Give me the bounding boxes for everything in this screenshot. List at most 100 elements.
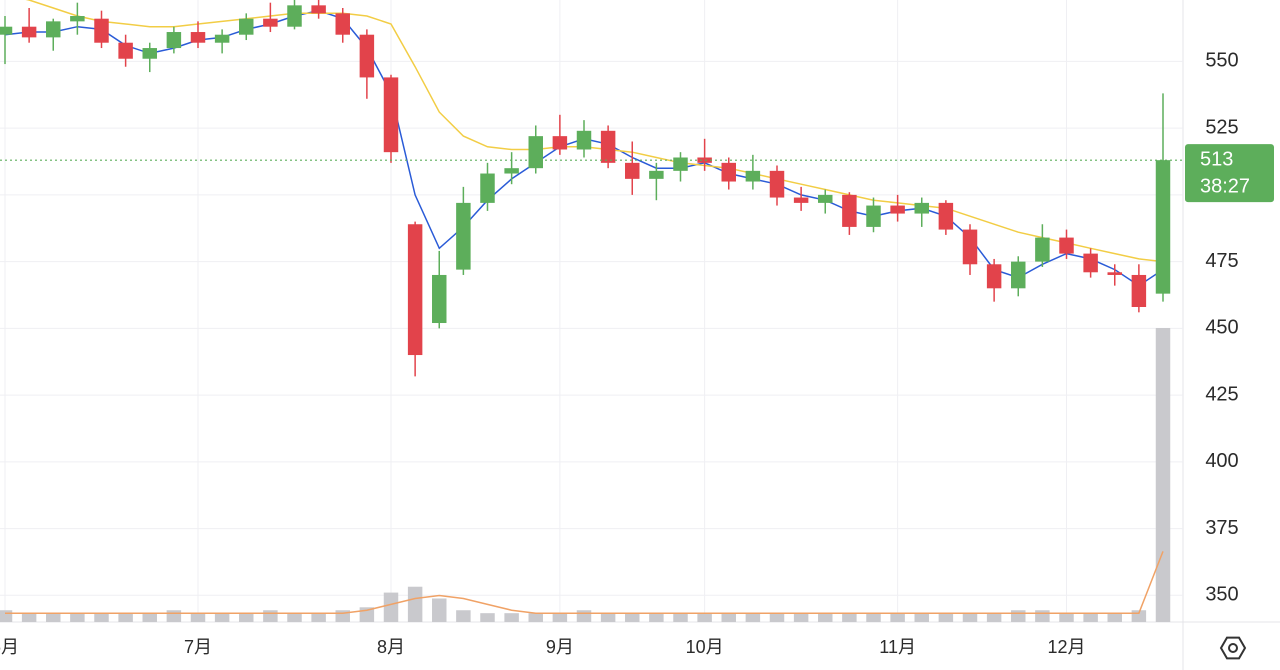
volume-bar (552, 613, 568, 622)
candle-body (335, 13, 350, 35)
candle-body (407, 224, 423, 356)
volume-bar (287, 613, 302, 622)
candle-body (842, 194, 857, 227)
volume-bar (914, 613, 929, 622)
volume-bar (1131, 610, 1147, 622)
volume-bar (745, 613, 761, 622)
candle-body (166, 32, 182, 49)
x-tick-label: 9月 (546, 637, 574, 657)
candle-body (1035, 237, 1050, 262)
candle-body (1083, 253, 1098, 273)
volume-bar (1107, 613, 1122, 622)
candle-body (649, 170, 664, 179)
volume-bar (21, 613, 37, 622)
candle-body (1011, 261, 1026, 289)
candle-body (239, 18, 254, 35)
candle-body (818, 194, 833, 203)
candle-body (46, 21, 61, 38)
candle-body (287, 5, 302, 27)
candle-body (600, 130, 616, 163)
volume-bar (407, 586, 423, 622)
x-tick-label: 7月 (184, 637, 212, 657)
y-tick-label: 575 (1205, 0, 1238, 5)
volume-bar (166, 610, 182, 622)
y-tick-label: 375 (1205, 517, 1238, 539)
candle-body (0, 26, 13, 35)
volume-bar (528, 613, 543, 622)
volume-bar (263, 610, 278, 622)
volume-bar (769, 613, 785, 622)
candle-body (673, 157, 688, 171)
volume-bar (1035, 610, 1050, 622)
candle-body (1155, 160, 1171, 294)
volume-bar (1059, 613, 1074, 622)
settings-hexagon (1219, 636, 1247, 660)
volume-bar (239, 613, 254, 622)
volume-bar (818, 613, 833, 622)
volume-bar (0, 610, 13, 622)
last-price-box (1185, 144, 1274, 203)
volume-bar (697, 613, 712, 622)
volume-bar (649, 613, 664, 622)
candle-body (190, 32, 206, 43)
volume-bar (986, 613, 1002, 622)
volume-bar (335, 610, 350, 622)
x-tick-label: 10月 (686, 637, 724, 657)
volume-bar (842, 613, 857, 622)
candle-body (890, 205, 905, 214)
candle-body (118, 42, 133, 59)
volume-bar (890, 613, 905, 622)
x-tick-label: 11月 (879, 637, 916, 657)
volume-bar (625, 613, 640, 622)
volume-bar (793, 613, 809, 622)
countdown-label: 38:27 (1200, 175, 1250, 197)
candle-body (528, 136, 543, 169)
candle-body (263, 18, 278, 27)
candle-body (1059, 237, 1074, 254)
candle-body (480, 173, 495, 203)
last-price-label: 513 (1200, 148, 1233, 170)
candle-body (793, 197, 809, 203)
candle-body (70, 16, 85, 22)
y-tick-label: 450 (1205, 317, 1238, 339)
volume-bar (938, 613, 954, 622)
candle-body (576, 130, 592, 150)
candle-body (504, 168, 519, 174)
candle-body (456, 202, 471, 270)
candle-body (745, 170, 761, 182)
x-tick-label: 12月 (1047, 637, 1085, 657)
settings-circle (1228, 643, 1238, 653)
candle-body (697, 157, 712, 163)
candle-body (21, 26, 37, 38)
volume-ma-line (5, 551, 1164, 614)
volume-bar (456, 610, 471, 622)
volume-bar (118, 613, 133, 622)
volume-bar (1011, 610, 1026, 622)
candle-body (214, 34, 230, 43)
candle-body (552, 136, 568, 150)
candle-body (721, 162, 736, 182)
volume-bar (142, 613, 157, 622)
volume-bar (504, 613, 519, 622)
volume-bar (576, 610, 592, 622)
volume-bar (673, 613, 688, 622)
x-tick-label: 6月 (0, 637, 19, 657)
volume-bar (432, 598, 447, 622)
volume-bar (1083, 613, 1098, 622)
volume-bar (46, 613, 61, 622)
volume-bar (480, 613, 495, 622)
candle-body (383, 77, 399, 153)
y-tick-label: 550 (1205, 50, 1238, 72)
candle-body (938, 202, 954, 230)
candle-body (1107, 272, 1122, 275)
candle-body (986, 264, 1002, 289)
volume-bar (383, 592, 399, 622)
candle-body (359, 34, 375, 78)
settings-icon[interactable] (1219, 636, 1247, 660)
volume-bar (70, 613, 85, 622)
volume-bar (962, 613, 978, 622)
candle-body (432, 274, 447, 324)
volume-bar (311, 613, 326, 622)
y-tick-label: 425 (1205, 383, 1238, 405)
